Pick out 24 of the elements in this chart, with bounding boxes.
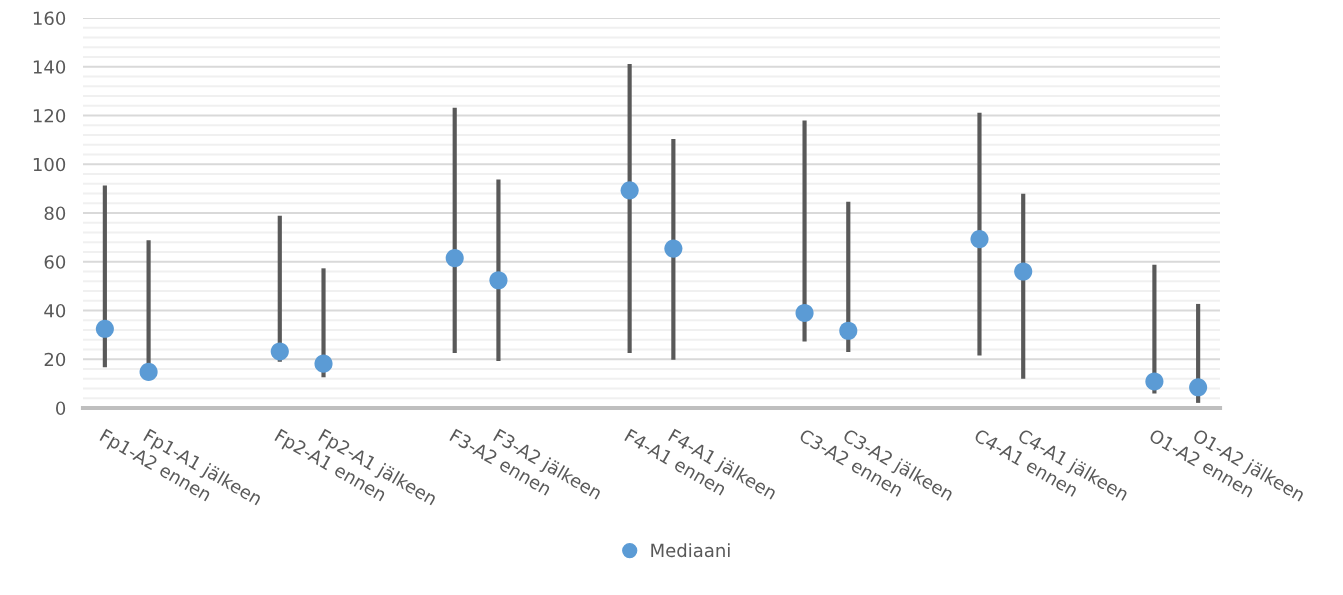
point xyxy=(664,239,683,258)
point xyxy=(1145,372,1164,391)
y-tick-label: 0 xyxy=(56,401,66,416)
y-tick-label: 80 xyxy=(44,206,66,221)
point xyxy=(839,321,858,340)
point xyxy=(314,354,333,373)
y-tick-label: 160 xyxy=(33,11,66,26)
point xyxy=(270,342,289,361)
y-tick-label: 100 xyxy=(33,157,66,172)
point xyxy=(1014,262,1033,281)
point xyxy=(970,230,989,249)
point xyxy=(445,249,464,268)
y-tick-label: 20 xyxy=(44,352,66,367)
y-tick-label: 40 xyxy=(44,303,66,318)
point xyxy=(1189,378,1208,397)
point xyxy=(139,362,158,381)
point xyxy=(489,271,508,290)
y-tick-label: 140 xyxy=(33,60,66,74)
point xyxy=(795,303,814,322)
y-tick-label: 120 xyxy=(33,108,66,123)
point xyxy=(620,181,639,200)
legend-label: Mediaani xyxy=(651,543,730,558)
point xyxy=(95,319,114,338)
y-tick-label: 60 xyxy=(44,255,66,269)
